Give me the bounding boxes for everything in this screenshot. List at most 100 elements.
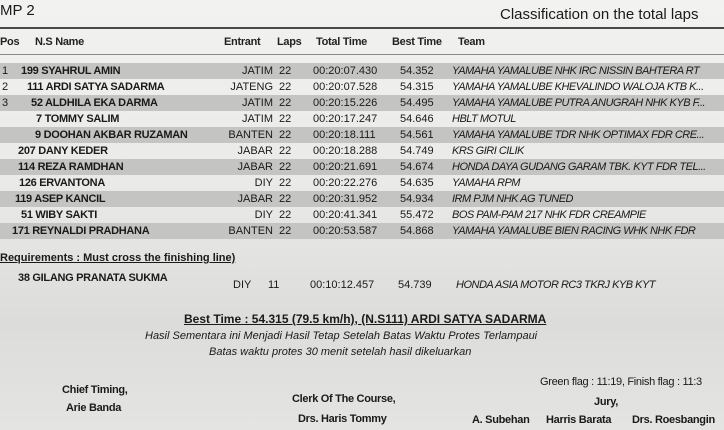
entrant: JATIM: [242, 97, 273, 109]
total-time: 00:20:07.430: [313, 65, 378, 77]
team: YAMAHA YAMALUBE PUTRA ANUGRAH NHK KYB F.…: [452, 97, 706, 109]
best-time-summary: Best Time : 54.315 (79.5 km/h), (N.S111)…: [184, 312, 547, 326]
position: 1: [2, 65, 9, 77]
rider-name: 52 ALDHILA EKA DARMA: [31, 97, 158, 109]
col-laps: Laps: [277, 36, 302, 48]
best-time: 54.352: [400, 65, 434, 77]
total-time: 00:20:31.952: [313, 193, 378, 205]
entrant: JABAR: [237, 161, 273, 173]
entrant: JATIM: [242, 65, 273, 77]
table-row: 7 TOMMY SALIM JATIM 22 00:20:17.247 54.646 HB…: [0, 111, 724, 127]
team: KRS GIRI CILIK: [452, 145, 524, 157]
best-time: 54.635: [400, 177, 434, 189]
note-line-1: Hasil Sementara ini Menjadi Hasil Tetap …: [145, 330, 538, 342]
note-line-2: Batas waktu protes 30 menit setelah hasi…: [209, 346, 472, 358]
jury-title: Jury,: [594, 396, 618, 408]
table-row: 126 ERVANTONA DIY 22 00:20:22.276 54.635 YAMA…: [0, 175, 724, 191]
jury-member: Harris Barata: [546, 414, 612, 426]
best-time: 54.934: [400, 193, 434, 205]
table-row: 3 52 ALDHILA EKA DARMA JATIM 22 00:20:15.226…: [0, 95, 724, 111]
team: BOS PAM-PAM 217 NHK FDR CREAMPIE: [452, 209, 646, 221]
col-entrant: Entrant: [224, 36, 261, 48]
chief-timing-title: Chief Timing,: [62, 384, 128, 396]
laps: 22: [279, 145, 292, 157]
team: IRM PJM NHK AG TUNED: [452, 193, 574, 205]
flag-times: Green flag : 11:19, Finish flag : 11:3: [540, 376, 702, 388]
divider: [0, 27, 724, 29]
position: 2: [2, 81, 9, 93]
entrant: JATENG: [230, 81, 273, 93]
table-row: 2 111 ARDI SATYA SADARMA JATENG 22 00:20:07.…: [0, 79, 724, 95]
total-time: 00:20:18.288: [313, 145, 378, 157]
team: HONDA DAYA GUDANG GARAM TBK. KYT FDR TEL…: [452, 161, 706, 173]
best-time: 54.646: [400, 113, 434, 125]
table-row: 119 ASEP KANCIL JABAR 22 00:20:31.952 54.934…: [0, 191, 724, 207]
best-time: 54.561: [400, 129, 434, 141]
best-time: 54.749: [400, 145, 434, 157]
laps: 22: [279, 65, 292, 77]
best-time: 54.739: [398, 279, 432, 291]
team: YAMAHA YAMALUBE BIEN RACING WHK NHK FDR: [452, 225, 696, 237]
col-best-time: Best Time: [392, 36, 442, 48]
best-time: 54.315: [400, 81, 434, 93]
total-time: 00:20:17.247: [313, 113, 378, 125]
laps: 22: [279, 225, 292, 237]
best-time: 54.495: [400, 97, 434, 109]
entrant: DIY: [254, 177, 273, 189]
table-row: 171 REYNALDI PRADHANA BANTEN 22 00:20:53.58…: [0, 223, 724, 239]
best-time: 55.472: [400, 209, 434, 221]
laps: 22: [279, 113, 292, 125]
laps: 22: [279, 129, 292, 141]
entrant: DIY: [233, 279, 252, 291]
rider-name: 7 TOMMY SALIM: [36, 113, 120, 125]
best-time: 54.674: [400, 161, 434, 173]
total-time: 00:20:07.528: [313, 81, 378, 93]
rider-name: 199 SYAHRUL AMIN: [21, 65, 121, 77]
table-row: 38 GILANG PRANATA SUKMA DIY 11 00:10:12.…: [0, 270, 724, 294]
rider-name: 126 ERVANTONA: [19, 177, 105, 189]
total-time: 00:20:41.341: [313, 209, 378, 221]
team: YAMAHA YAMALUBE NHK IRC NISSIN BAHTERA R…: [452, 65, 700, 77]
total-time: 00:20:18.111: [313, 129, 376, 141]
col-total-time: Total Time: [316, 36, 367, 48]
requirements-label: Requirements : Must cross the finishing …: [0, 252, 236, 264]
entrant: JABAR: [237, 145, 273, 157]
team: HBLT MOTUL: [452, 113, 516, 125]
col-pos: Pos: [0, 36, 20, 48]
total-time: 00:20:53.587: [313, 225, 378, 237]
team: YAMAHA YAMALUBE TDR NHK OPTIMAX FDR CRE.…: [452, 129, 705, 141]
team: YAMAHA YAMALUBE KHEVALINDO WALOJA KTB K.…: [452, 81, 704, 93]
clerk-name: Drs. Haris Tommy: [298, 413, 387, 425]
chief-timing-name: Arie Banda: [66, 402, 122, 414]
total-time: 00:10:12.457: [310, 279, 375, 291]
best-time: 54.868: [400, 225, 434, 237]
rider-name: 51 WIBY SAKTI: [21, 209, 97, 221]
rider-name: 114 REZA RAMDHAN: [18, 161, 124, 173]
laps: 11: [268, 279, 280, 291]
team: HONDA ASIA MOTOR RC3 TKRJ KYB KYT: [456, 279, 656, 291]
rider-name: 119 ASEP KANCIL: [15, 193, 106, 205]
laps: 22: [279, 193, 292, 205]
entrant: DIY: [254, 209, 273, 221]
rider-name: 171 REYNALDI PRADHANA: [12, 225, 150, 237]
rider-name: 111 ARDI SATYA SADARMA: [27, 81, 165, 93]
total-time: 00:20:15.226: [313, 97, 378, 109]
table-row: 1 199 SYAHRUL AMIN JATIM 22 00:20:07.430 54.3…: [0, 63, 724, 79]
total-time: 00:20:22.276: [313, 177, 378, 189]
divider: [0, 54, 724, 55]
team: YAMAHA RPM: [452, 177, 520, 189]
rider-name: 38 GILANG PRANATA SUKMA: [18, 272, 168, 284]
rider-name: 9 DOOHAN AKBAR RUZAMAN: [35, 129, 188, 141]
laps: 22: [279, 161, 292, 173]
table-row: 9 DOOHAN AKBAR RUZAMAN BANTEN 22 00:20:18.1…: [0, 127, 724, 143]
rider-name: 207 DANY KEDER: [18, 145, 108, 157]
laps: 22: [279, 97, 292, 109]
entrant: BANTEN: [228, 129, 273, 141]
jury-member: Drs. Roesbangin: [632, 414, 715, 426]
laps: 22: [279, 209, 292, 221]
col-name: N.S Name: [35, 36, 84, 48]
jury-member: A. Subehan: [472, 414, 530, 426]
table-row: 207 DANY KEDER JABAR 22 00:20:18.288 54.749 K…: [0, 143, 724, 159]
entrant: JABAR: [237, 193, 273, 205]
